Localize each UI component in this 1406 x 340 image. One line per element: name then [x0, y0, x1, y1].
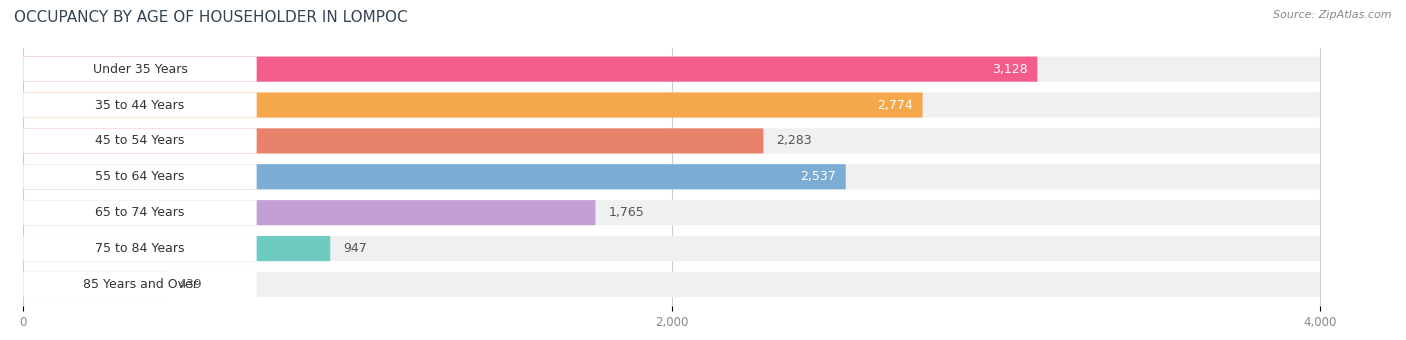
Text: 2,283: 2,283 [776, 134, 813, 148]
FancyBboxPatch shape [24, 56, 1038, 82]
Text: 1,765: 1,765 [609, 206, 644, 219]
FancyBboxPatch shape [24, 56, 257, 82]
Text: Under 35 Years: Under 35 Years [93, 63, 187, 75]
FancyBboxPatch shape [24, 272, 257, 297]
Text: 947: 947 [343, 242, 367, 255]
Text: 85 Years and Over: 85 Years and Over [83, 278, 197, 291]
FancyBboxPatch shape [24, 164, 1320, 189]
FancyBboxPatch shape [24, 200, 596, 225]
FancyBboxPatch shape [24, 236, 257, 261]
Text: 2,537: 2,537 [800, 170, 837, 183]
FancyBboxPatch shape [24, 56, 1320, 82]
Text: 35 to 44 Years: 35 to 44 Years [96, 99, 184, 112]
FancyBboxPatch shape [24, 129, 257, 153]
Text: 3,128: 3,128 [993, 63, 1028, 75]
FancyBboxPatch shape [24, 272, 1320, 297]
Text: 439: 439 [179, 278, 202, 291]
Text: Source: ZipAtlas.com: Source: ZipAtlas.com [1274, 10, 1392, 20]
Text: 75 to 84 Years: 75 to 84 Years [96, 242, 184, 255]
Text: OCCUPANCY BY AGE OF HOUSEHOLDER IN LOMPOC: OCCUPANCY BY AGE OF HOUSEHOLDER IN LOMPO… [14, 10, 408, 25]
FancyBboxPatch shape [24, 164, 846, 189]
FancyBboxPatch shape [24, 92, 922, 118]
Text: 55 to 64 Years: 55 to 64 Years [96, 170, 184, 183]
FancyBboxPatch shape [24, 164, 257, 189]
FancyBboxPatch shape [24, 200, 257, 225]
FancyBboxPatch shape [24, 92, 1320, 118]
FancyBboxPatch shape [24, 236, 1320, 261]
FancyBboxPatch shape [24, 272, 166, 297]
FancyBboxPatch shape [24, 236, 330, 261]
FancyBboxPatch shape [24, 200, 1320, 225]
Text: 65 to 74 Years: 65 to 74 Years [96, 206, 184, 219]
FancyBboxPatch shape [24, 92, 257, 118]
Text: 45 to 54 Years: 45 to 54 Years [96, 134, 184, 148]
FancyBboxPatch shape [24, 129, 763, 153]
Text: 2,774: 2,774 [877, 99, 912, 112]
FancyBboxPatch shape [24, 129, 1320, 153]
